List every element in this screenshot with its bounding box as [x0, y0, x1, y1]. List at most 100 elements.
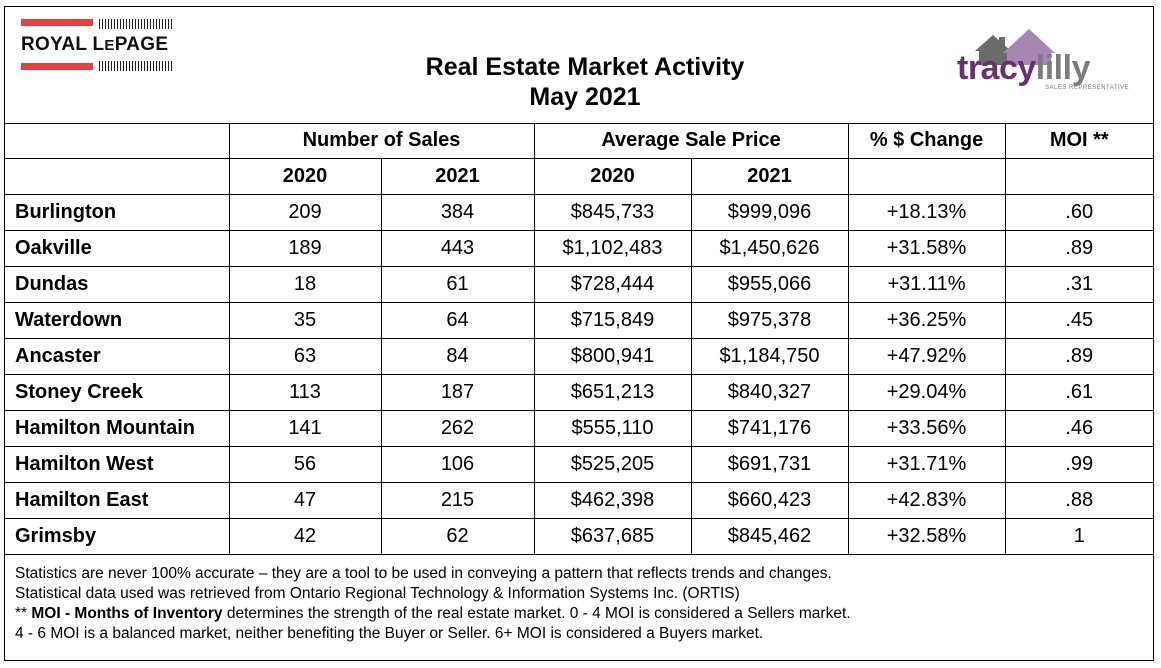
table-body: Burlington 209 384 $845,733 $999,096 +18.13%.… [5, 194, 1154, 555]
logo-stripes-icon [99, 19, 173, 29]
city-name: Hamilton Mountain [5, 410, 230, 447]
cell-sales-2021: 187 [380, 374, 535, 411]
empty-header-cell [5, 158, 230, 195]
cell-price-2021: $845,462 [690, 518, 849, 555]
group-header-row: Number of Sales Average Sale Price % $ C… [5, 123, 1154, 159]
cell-price-2021: $660,423 [690, 482, 849, 519]
cell-price-2020: $462,398 [533, 482, 692, 519]
city-name: Hamilton West [5, 446, 230, 483]
note-line-1: Statistics are never 100% accurate – the… [15, 565, 832, 582]
cell-price-2021: $1,450,626 [690, 230, 849, 267]
cell-sales-2020: 35 [228, 302, 382, 339]
table-row: Waterdown 35 64 $715,849 $975,378 +36.25% .45 [5, 302, 1154, 339]
cell-price-2020: $715,849 [533, 302, 692, 339]
cell-price-2020: $637,685 [533, 518, 692, 555]
cell-moi: .99 [1004, 446, 1154, 483]
cell-price-2021: $955,066 [690, 266, 849, 303]
cell-change: +31.58% [847, 230, 1006, 267]
cell-moi: .60 [1004, 194, 1154, 231]
note-line-4: 4 - 6 MOI is a balanced market, neither … [15, 625, 764, 642]
city-name: Oakville [5, 230, 230, 267]
empty-header-cell [5, 123, 230, 159]
table-row: Ancaster 63 84 $800,941 $1,184,750 +47.92% .89 [5, 338, 1154, 375]
cell-moi: .89 [1004, 230, 1154, 267]
header-number-of-sales: Number of Sales [228, 123, 535, 159]
table-row: Oakville 189 443 $1,102,483 $1,450,626 +31.58… [5, 230, 1154, 267]
cell-price-2020: $845,733 [533, 194, 692, 231]
cell-price-2020: $525,205 [533, 446, 692, 483]
cell-change: +47.92% [847, 338, 1006, 375]
cell-price-2020: $1,102,483 [533, 230, 692, 267]
table-row: Hamilton Mountain 141 262 $555,110 $741,176 +… [5, 410, 1154, 447]
royal-lepage-wordmark: ROYAL LEPAGE [21, 34, 169, 55]
year-header-row: 2020 2021 2020 2021 [5, 158, 1154, 195]
empty-header-cell [847, 158, 1006, 195]
cell-sales-2020: 113 [228, 374, 382, 411]
cell-sales-2021: 384 [380, 194, 535, 231]
cell-change: +33.56% [847, 410, 1006, 447]
table-row: Burlington 209 384 $845,733 $999,096 +18.13%.… [5, 194, 1154, 231]
house-roof-icon [975, 29, 1055, 65]
cell-sales-2021: 84 [380, 338, 535, 375]
tracylilly-logo: tracylilly SALES REPRESENTATIVE [955, 25, 1129, 95]
header-sales-2020: 2020 [228, 158, 382, 195]
cell-sales-2020: 209 [228, 194, 382, 231]
cell-sales-2021: 61 [380, 266, 535, 303]
cell-sales-2020: 63 [228, 338, 382, 375]
empty-header-cell [1004, 158, 1154, 195]
cell-moi: .31 [1004, 266, 1154, 303]
tracylilly-subtitle: SALES REPRESENTATIVE [1045, 85, 1130, 91]
note-line-3-prefix: ** [15, 605, 32, 622]
cell-change: +32.58% [847, 518, 1006, 555]
cell-sales-2021: 62 [380, 518, 535, 555]
cell-price-2020: $800,941 [533, 338, 692, 375]
cell-sales-2020: 47 [228, 482, 382, 519]
cell-price-2021: $691,731 [690, 446, 849, 483]
cell-change: +42.83% [847, 482, 1006, 519]
cell-sales-2021: 262 [380, 410, 535, 447]
city-name: Grimsby [5, 518, 230, 555]
cell-sales-2021: 106 [380, 446, 535, 483]
cell-price-2020: $555,110 [533, 410, 692, 447]
header-price-2020: 2020 [533, 158, 692, 195]
table-row: Dundas 18 61 $728,444 $955,066 +31.11% .31 [5, 266, 1154, 303]
cell-change: +18.13% [847, 194, 1006, 231]
city-name: Dundas [5, 266, 230, 303]
page-title: Real Estate Market Activity May 2021 [5, 52, 1161, 112]
market-activity-sheet: ROYAL LEPAGE Real Estate Market Activity… [4, 6, 1154, 661]
cell-price-2020: $728,444 [533, 266, 692, 303]
header-price-2021: 2021 [690, 158, 849, 195]
cell-moi: .45 [1004, 302, 1154, 339]
note-line-3-rest: determines the strength of the real esta… [222, 605, 851, 622]
note-line-3: ** MOI - Months of Inventory determines … [15, 604, 1145, 624]
cell-price-2021: $975,378 [690, 302, 849, 339]
moi-definition-term: MOI - Months of Inventory [31, 605, 223, 622]
header-average-sale-price: Average Sale Price [533, 123, 849, 159]
market-table: Number of Sales Average Sale Price % $ C… [5, 123, 1154, 555]
cell-change: +31.11% [847, 266, 1006, 303]
cell-change: +29.04% [847, 374, 1006, 411]
city-name: Hamilton East [5, 482, 230, 519]
logo-red-bar-icon [21, 63, 93, 70]
header: ROYAL LEPAGE Real Estate Market Activity… [5, 7, 1153, 124]
table-row: Stoney Creek 113 187 $651,213 $840,327 +29.04… [5, 374, 1154, 411]
cell-price-2021: $1,184,750 [690, 338, 849, 375]
cell-moi: 1 [1004, 518, 1154, 555]
cell-sales-2021: 64 [380, 302, 535, 339]
header-percent-change: % $ Change [847, 123, 1006, 159]
cell-price-2021: $741,176 [690, 410, 849, 447]
cell-sales-2020: 189 [228, 230, 382, 267]
cell-sales-2021: 443 [380, 230, 535, 267]
city-name: Ancaster [5, 338, 230, 375]
cell-moi: .88 [1004, 482, 1154, 519]
city-name: Stoney Creek [5, 374, 230, 411]
cell-sales-2020: 56 [228, 446, 382, 483]
title-line-1: Real Estate Market Activity [425, 53, 745, 81]
cell-sales-2020: 18 [228, 266, 382, 303]
cell-moi: .46 [1004, 410, 1154, 447]
cell-sales-2020: 42 [228, 518, 382, 555]
cell-price-2021: $999,096 [690, 194, 849, 231]
cell-price-2021: $840,327 [690, 374, 849, 411]
footnotes: Statistics are never 100% accurate – the… [15, 564, 1145, 644]
table-row: Hamilton East 47 215 $462,398 $660,423 +42.83… [5, 482, 1154, 519]
